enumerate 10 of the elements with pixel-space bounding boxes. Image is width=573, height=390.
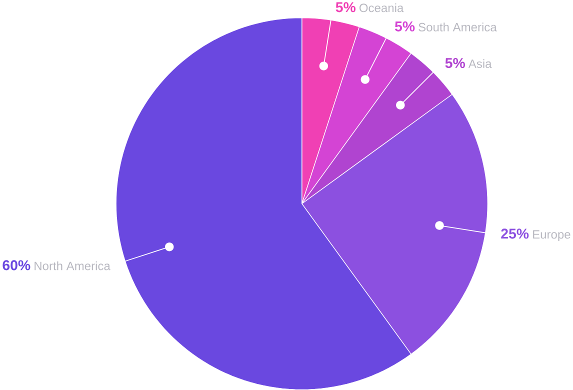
data-label: 25% [501,228,529,239]
slice-label: South America [418,22,497,32]
slice-label: Europe [533,230,570,242]
data-label: 5% [445,58,465,68]
data-label: 5% [336,2,356,12]
slice-label: Oceania [359,3,404,12]
slice-label: North America [34,261,110,270]
data-label: 60% [2,260,30,270]
data-label: 5% [394,21,415,32]
slice-label: Asia [468,59,492,68]
